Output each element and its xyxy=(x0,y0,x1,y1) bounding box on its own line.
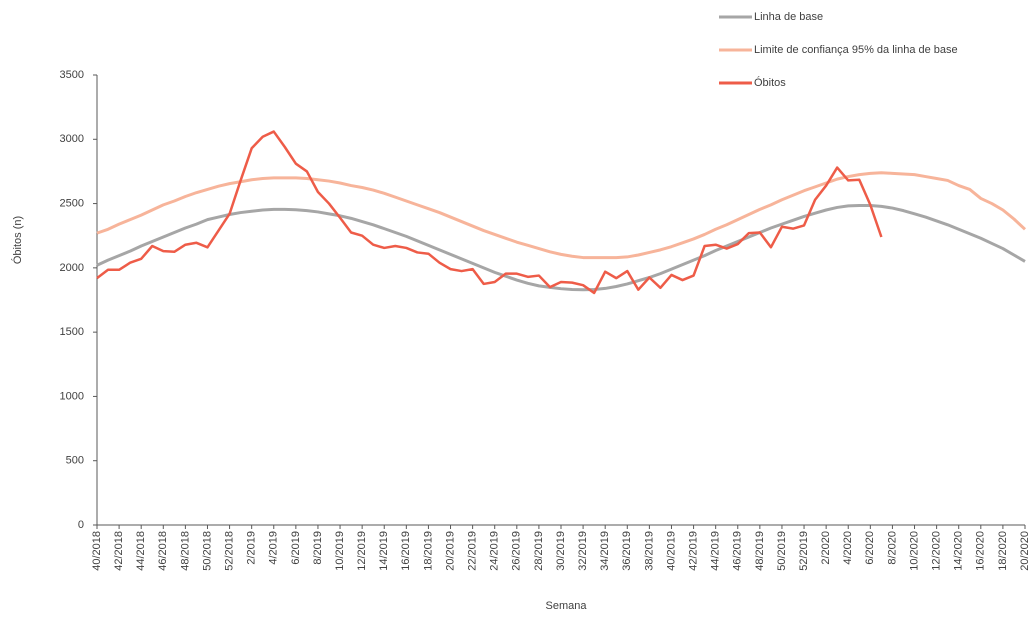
x-tick-label: 38/2019 xyxy=(643,531,655,571)
legend-label: Óbitos xyxy=(754,76,786,89)
x-tick-label: 32/2019 xyxy=(577,531,589,571)
y-tick-label: 2500 xyxy=(60,197,84,209)
x-tick-label: 48/2018 xyxy=(179,531,191,571)
x-tick-label: 14/2019 xyxy=(378,531,390,571)
x-tick-label: 52/2018 xyxy=(223,531,235,571)
x-tick-label: 8/2019 xyxy=(312,531,324,565)
x-tick-label: 12/2019 xyxy=(356,531,368,571)
y-tick-label: 3500 xyxy=(60,69,84,81)
x-tick-label: 4/2020 xyxy=(842,531,854,565)
y-tick-label: 1000 xyxy=(60,390,84,402)
x-tick-label: 20/2020 xyxy=(1019,531,1030,571)
x-tick-label: 10/2019 xyxy=(334,531,346,571)
y-tick-label: 500 xyxy=(66,455,84,467)
x-tick-label: 44/2019 xyxy=(710,531,722,571)
x-tick-label: 52/2019 xyxy=(798,531,810,571)
x-tick-label: 8/2020 xyxy=(886,531,898,565)
series-line xyxy=(96,171,1027,260)
x-tick-label: 40/2019 xyxy=(665,531,677,571)
x-tick-label: 40/2018 xyxy=(91,531,103,571)
x-tick-label: 18/2020 xyxy=(997,531,1009,571)
legend-label: Linha de base xyxy=(754,11,823,23)
x-tick-label: 26/2019 xyxy=(511,531,523,571)
y-tick-label: 0 xyxy=(78,519,84,531)
x-tick-label: 14/2020 xyxy=(953,531,965,571)
x-tick-label: 28/2019 xyxy=(533,531,545,571)
x-tick-label: 48/2019 xyxy=(754,531,766,571)
x-tick-label: 50/2018 xyxy=(201,531,213,571)
x-tick-label: 2/2019 xyxy=(246,531,258,565)
legend-label: Limite de confiança 95% da linha de base xyxy=(754,44,958,56)
x-tick-label: 46/2018 xyxy=(157,531,169,571)
x-tick-label: 24/2019 xyxy=(489,531,501,571)
x-tick-label: 30/2019 xyxy=(555,531,567,571)
x-axis-label: Semana xyxy=(546,600,588,612)
y-tick-label: 2000 xyxy=(60,262,84,274)
x-tick-label: 18/2019 xyxy=(422,531,434,571)
x-tick-label: 10/2020 xyxy=(908,531,920,571)
y-axis-label: Óbitos (n) xyxy=(11,216,24,264)
series-line xyxy=(96,204,1026,292)
x-tick-label: 16/2019 xyxy=(400,531,412,571)
x-tick-label: 6/2019 xyxy=(290,531,302,565)
x-tick-label: 36/2019 xyxy=(621,531,633,571)
x-tick-label: 2/2020 xyxy=(820,531,832,565)
x-tick-label: 46/2019 xyxy=(732,531,744,571)
x-tick-label: 20/2019 xyxy=(444,531,456,571)
x-tick-label: 44/2018 xyxy=(135,531,147,571)
x-tick-label: 4/2019 xyxy=(268,531,280,565)
x-tick-label: 42/2019 xyxy=(687,531,699,571)
x-tick-label: 16/2020 xyxy=(975,531,987,571)
x-tick-label: 34/2019 xyxy=(599,531,611,571)
y-tick-label: 3000 xyxy=(60,133,84,145)
x-tick-label: 12/2020 xyxy=(931,531,943,571)
x-tick-label: 22/2019 xyxy=(467,531,479,571)
x-tick-label: 50/2019 xyxy=(776,531,788,571)
series-line xyxy=(96,130,883,295)
y-tick-label: 1500 xyxy=(60,326,84,338)
x-tick-label: 42/2018 xyxy=(113,531,125,571)
x-tick-label: 6/2020 xyxy=(864,531,876,565)
